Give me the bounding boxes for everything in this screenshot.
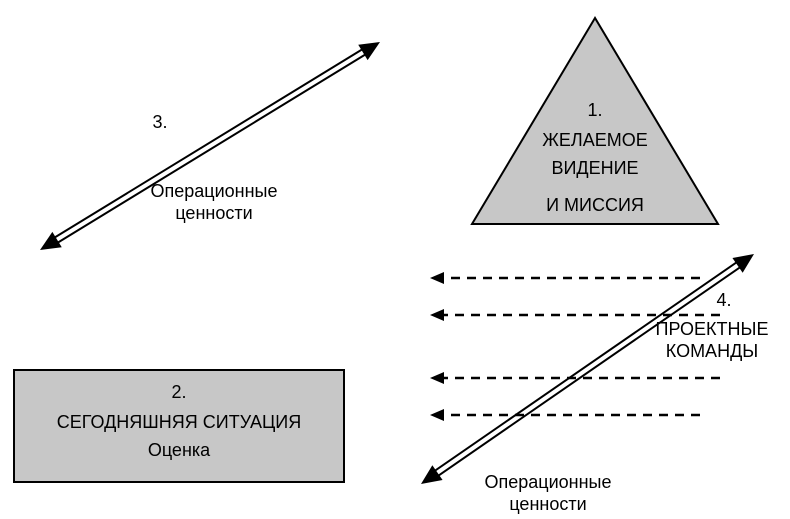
- arrow4-num: 4.: [716, 289, 731, 312]
- arrow4-title: ПРОЕКТНЫЕ КОМАНДЫ: [656, 318, 769, 363]
- diagram-canvas: 1. ЖЕЛАЕМОЕ ВИДЕНИЕ И МИССИЯ 2. СЕГОДНЯШ…: [0, 0, 790, 519]
- arrow-4: [0, 0, 790, 519]
- arrow4-label: Операционные ценности: [485, 471, 612, 516]
